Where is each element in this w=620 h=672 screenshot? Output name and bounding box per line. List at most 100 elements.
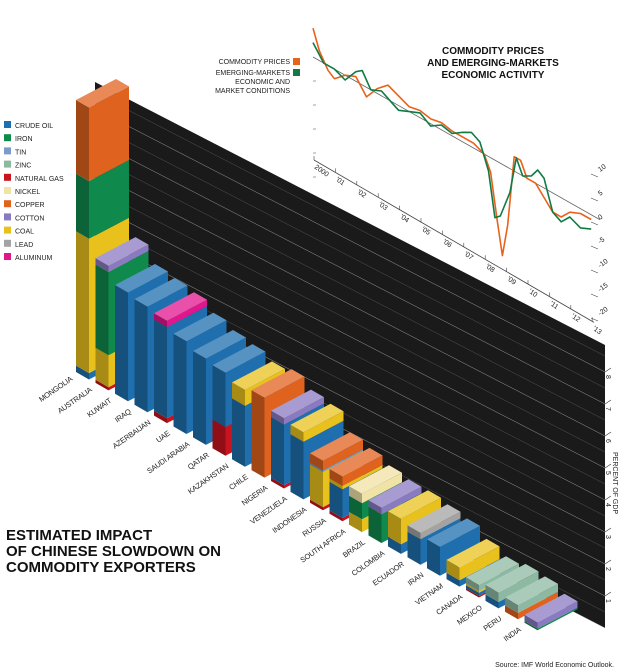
gridline [94,172,606,437]
country-label: QATAR [186,450,211,471]
bar-segment-front [466,588,479,598]
y-tick [590,197,599,202]
bar-segment-side [420,511,461,540]
legend-swatch [4,253,11,260]
bar-segment-side [459,546,500,581]
bar-top [427,518,480,547]
y-tick [590,173,599,178]
y-tick-label: -20 [597,306,609,318]
legend-swatch-orange [293,58,300,65]
country-label: VIETNAM [413,581,444,607]
bar-top [173,312,227,342]
y-tick [590,293,599,298]
bar-segment-front [368,500,382,515]
country-label: NIGERIA [240,483,269,507]
country-label: RUSSIA [301,516,328,539]
legend-swatch-green [293,69,300,76]
y-tick-label: 1 [604,599,611,603]
title-line: OF CHINESE SLOWDOWN ON [6,543,221,560]
bar-segment-front [173,333,187,434]
y-tick [604,431,612,437]
legend-label: CRUDE OIL [15,123,53,130]
bar-segment-side [89,160,129,239]
x-tick-label: '13 [591,325,603,336]
bar-top [271,389,324,419]
y-tick [604,559,612,565]
commodity-legend: CRUDE OIL IRON TIN ZINC NATURAL GAS NICKEL COP… [4,121,64,262]
bar-top [446,538,500,568]
bar-segment-front [76,365,89,380]
em-conditions-line [312,42,592,230]
bar-top [466,556,519,585]
bar-top [349,465,402,494]
legend-swatch [4,160,11,168]
legend-swatch [4,121,11,128]
bar-top [505,576,558,605]
x-tick-label: '02 [356,189,368,200]
bar-top [154,292,207,321]
bar-segment-front [134,299,148,413]
y-tick-label: 10 [597,163,607,173]
gridline [94,124,606,389]
legend-label: ALUMINUM [15,255,53,262]
country-label: SAUDI ARABIA [145,440,191,476]
bar-segment-front [76,173,89,239]
legend-swatch [4,213,11,221]
bar-segment-side [498,571,539,602]
y-tick-label: 3 [604,535,611,539]
bar-segment-front [154,313,167,328]
line-legend: COMMODITY PRICES EMERGING-MARKETS ECONOM… [215,58,300,95]
country-label: ECUADOR [371,559,406,588]
bar-segment-front [212,365,226,427]
bar-segment-front [349,495,362,520]
bar-segment-side [342,465,383,490]
legend-swatch [4,200,11,208]
line-title-line: ECONOMIC ACTIVITY [442,70,545,81]
bar-segment-side [323,449,363,472]
gridline [94,92,606,357]
bar-segment-front [446,572,460,587]
y-tick [590,245,599,250]
legend-swatch [4,134,11,142]
bar-segment-front [310,464,323,508]
bar-segment-side [518,583,558,613]
y-tick-label: 5 [597,190,604,198]
y-tick-label: 0 [597,214,604,222]
commodity-prices-line [312,27,592,257]
bar-segment-front [466,585,479,596]
bar-top [485,563,539,593]
bar-segment-front [388,511,401,545]
line-title-line: COMMODITY PRICES [442,46,544,57]
bar-segment-side [323,439,363,471]
bar-segment-front [232,398,245,467]
bar-segment-front [154,319,167,419]
country-label: BRAZIL [341,538,367,560]
bar-segment-front [329,481,343,518]
bar-segment-front [466,583,479,593]
y-tick-label: -15 [597,282,609,294]
legend-em-line: ECONOMIC AND [235,79,290,86]
bar-segment-side [537,607,578,631]
x-tick-label: '09 [505,276,517,287]
gridline [94,188,606,453]
country-bar: PERU [482,576,558,633]
bar-segment-front [329,478,343,490]
bar-segment-front [271,410,284,425]
y-tick-label: 2 [604,567,611,571]
legend-swatch [4,239,11,247]
title-line: COMMODITY EXPORTERS [6,559,196,576]
line-title-line: AND EMERGING-MARKETS [427,58,559,69]
bar-segment-front [505,597,518,613]
bar-segment-front [232,382,245,406]
bar-segment-front [310,453,323,471]
bar-segment-side [284,397,324,425]
country-bar: INDIA [502,593,578,643]
bar-segment-front [76,100,89,182]
bar-top [134,278,188,307]
bar-segment-side [342,455,383,486]
bar-segment-front [329,468,343,486]
gridline [94,220,606,485]
y-tick-label: 7 [604,407,611,411]
